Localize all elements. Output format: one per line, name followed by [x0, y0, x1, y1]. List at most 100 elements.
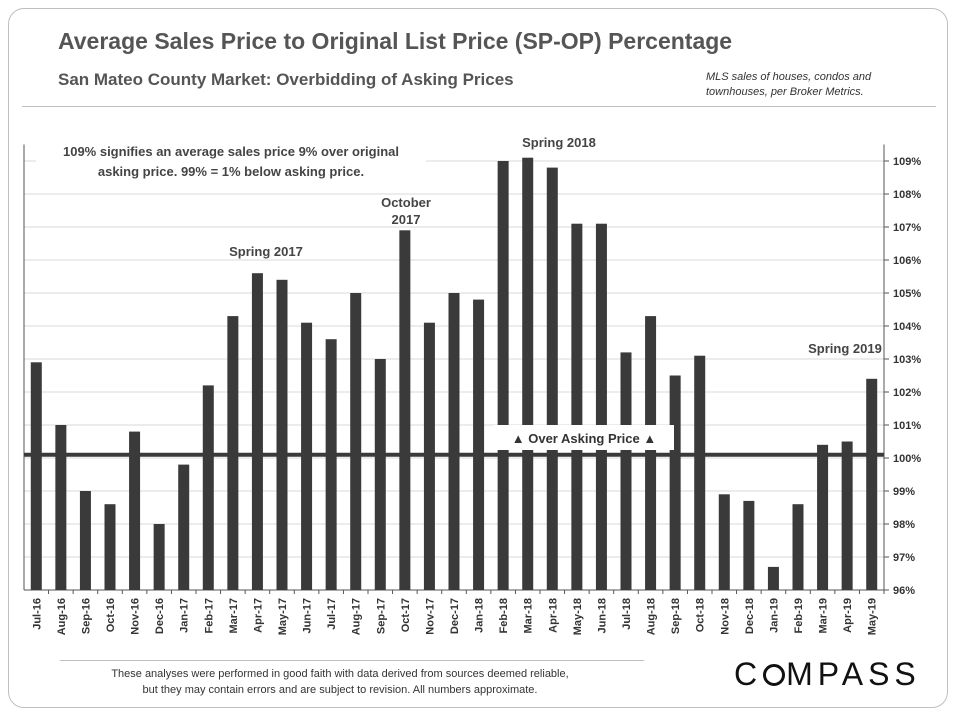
x-tick-label: Feb-18 [498, 598, 510, 633]
bar-oct-18 [694, 355, 706, 590]
x-tick-label: May-18 [572, 598, 584, 635]
bar-sep-16 [79, 491, 91, 590]
x-tick-label: Feb-17 [203, 598, 215, 633]
bar-nov-16 [129, 431, 141, 590]
bar-aug-17 [350, 293, 362, 590]
chart-note: 109% signifies an average sales price 9%… [36, 142, 426, 182]
x-tick-label: Aug-17 [351, 598, 363, 635]
x-tick-label: Jul-16 [31, 598, 43, 630]
x-tick-label: Sep-18 [670, 598, 682, 634]
bar-sep-18 [669, 375, 681, 590]
x-tick-label: Sep-17 [375, 598, 387, 634]
x-tick-label: Sep-16 [80, 598, 92, 634]
x-tick-label: Apr-17 [252, 598, 264, 633]
x-tick-label: May-17 [277, 598, 289, 635]
chart-note-line: asking price. 99% = 1% below asking pric… [97, 164, 365, 179]
bar-jul-16 [30, 362, 42, 590]
disclaimer: These analyses were performed in good fa… [60, 666, 620, 698]
x-tick-label: Mar-18 [523, 598, 535, 633]
bar-jan-18 [473, 299, 485, 590]
logo-text-end: MPASS [786, 656, 921, 692]
x-tick-label: Mar-17 [228, 598, 240, 633]
x-tick-label: Nov-17 [424, 598, 436, 635]
compass-logo: C MPASS [734, 656, 921, 693]
bar-may-18 [571, 223, 583, 590]
x-tick-label: May-19 [867, 598, 879, 635]
footer-divider [60, 660, 644, 661]
bar-apr-18 [546, 167, 558, 590]
disclaimer-line: but they may contain errors and are subj… [142, 684, 538, 696]
x-tick-label: Jul-18 [621, 598, 633, 630]
bar-jan-17 [178, 464, 190, 590]
chart-subtitle: San Mateo County Market: Overbidding of … [58, 70, 514, 89]
y-tick-label: 106% [893, 255, 921, 267]
annotation-line: Spring 2017 [229, 244, 303, 259]
bar-dec-18 [743, 500, 755, 590]
bar-dec-16 [153, 524, 165, 590]
bar-feb-17 [202, 385, 214, 590]
annotation-spring-2017: Spring 2017 [216, 243, 316, 260]
bar-oct-16 [104, 504, 116, 590]
annotation-spring-2019: Spring 2019 [795, 340, 895, 357]
source-note-line: MLS sales of houses, condos and [706, 71, 872, 83]
bar-jul-17 [325, 339, 337, 590]
annotation-line: October [381, 195, 431, 210]
x-tick-label: Oct-16 [105, 598, 117, 632]
bar-feb-18 [497, 161, 509, 590]
bar-aug-16 [55, 425, 67, 590]
x-tick-label: Apr-18 [547, 598, 559, 633]
x-tick-label: Jan-17 [179, 598, 191, 633]
x-tick-label: Oct-17 [400, 598, 412, 632]
chart-title: Average Sales Price to Original List Pri… [58, 28, 733, 54]
x-tick-label: Feb-19 [793, 598, 805, 633]
disclaimer-line: These analyses were performed in good fa… [111, 668, 569, 680]
x-tick-label: Jun-17 [302, 598, 314, 633]
x-tick-label: Oct-18 [695, 598, 707, 632]
y-tick-label: 99% [893, 486, 915, 498]
y-tick-label: 103% [893, 354, 921, 366]
logo-o-ring [763, 664, 786, 686]
y-tick-label: 102% [893, 387, 921, 399]
bar-apr-17 [251, 273, 263, 590]
source-note-line: townhouses, per Broker Metrics. [706, 86, 864, 98]
bar-mar-19 [817, 444, 829, 590]
annotation-october-2017: October 2017 [366, 194, 446, 228]
bar-mar-18 [522, 157, 534, 590]
x-tick-label: Apr-19 [842, 598, 854, 633]
annotation-line: Spring 2019 [808, 341, 882, 356]
x-tick-label: Aug-16 [56, 598, 68, 635]
bar-apr-19 [841, 441, 853, 590]
x-tick-label: Jan-19 [768, 598, 780, 633]
bar-may-19 [866, 378, 878, 590]
logo-text-start: C [734, 656, 763, 692]
bar-nov-18 [718, 494, 730, 590]
x-tick-label: Mar-19 [818, 598, 830, 633]
x-tick-label: Aug-18 [646, 598, 658, 635]
bar-jan-19 [767, 566, 779, 590]
x-tick-label: Nov-18 [719, 598, 731, 635]
bar-jul-18 [620, 352, 632, 590]
bar-sep-17 [374, 359, 386, 590]
bar-dec-17 [448, 293, 460, 590]
y-tick-label: 104% [893, 321, 921, 333]
y-tick-label: 107% [893, 222, 921, 234]
chart-note-line: 109% signifies an average sales price 9%… [62, 144, 399, 159]
x-tick-label: Dec-16 [154, 598, 166, 634]
reference-label-box [494, 425, 674, 450]
annotation-spring-2018: Spring 2018 [509, 134, 609, 151]
y-tick-label: 96% [893, 585, 915, 597]
bar-jun-18 [595, 223, 607, 590]
bar-may-17 [276, 279, 288, 590]
reference-line-label: ▲ Over Asking Price ▲ [512, 431, 656, 446]
y-tick-label: 108% [893, 189, 921, 201]
y-tick-label: 101% [893, 420, 921, 432]
x-tick-label: Dec-17 [449, 598, 461, 634]
y-tick-label: 105% [893, 288, 921, 300]
y-tick-label: 109% [893, 156, 921, 168]
note-box [36, 138, 426, 186]
y-tick-label: 98% [893, 519, 915, 531]
x-tick-label: Dec-18 [744, 598, 756, 634]
source-note: MLS sales of houses, condos and townhous… [706, 70, 906, 100]
header-divider [22, 106, 936, 107]
